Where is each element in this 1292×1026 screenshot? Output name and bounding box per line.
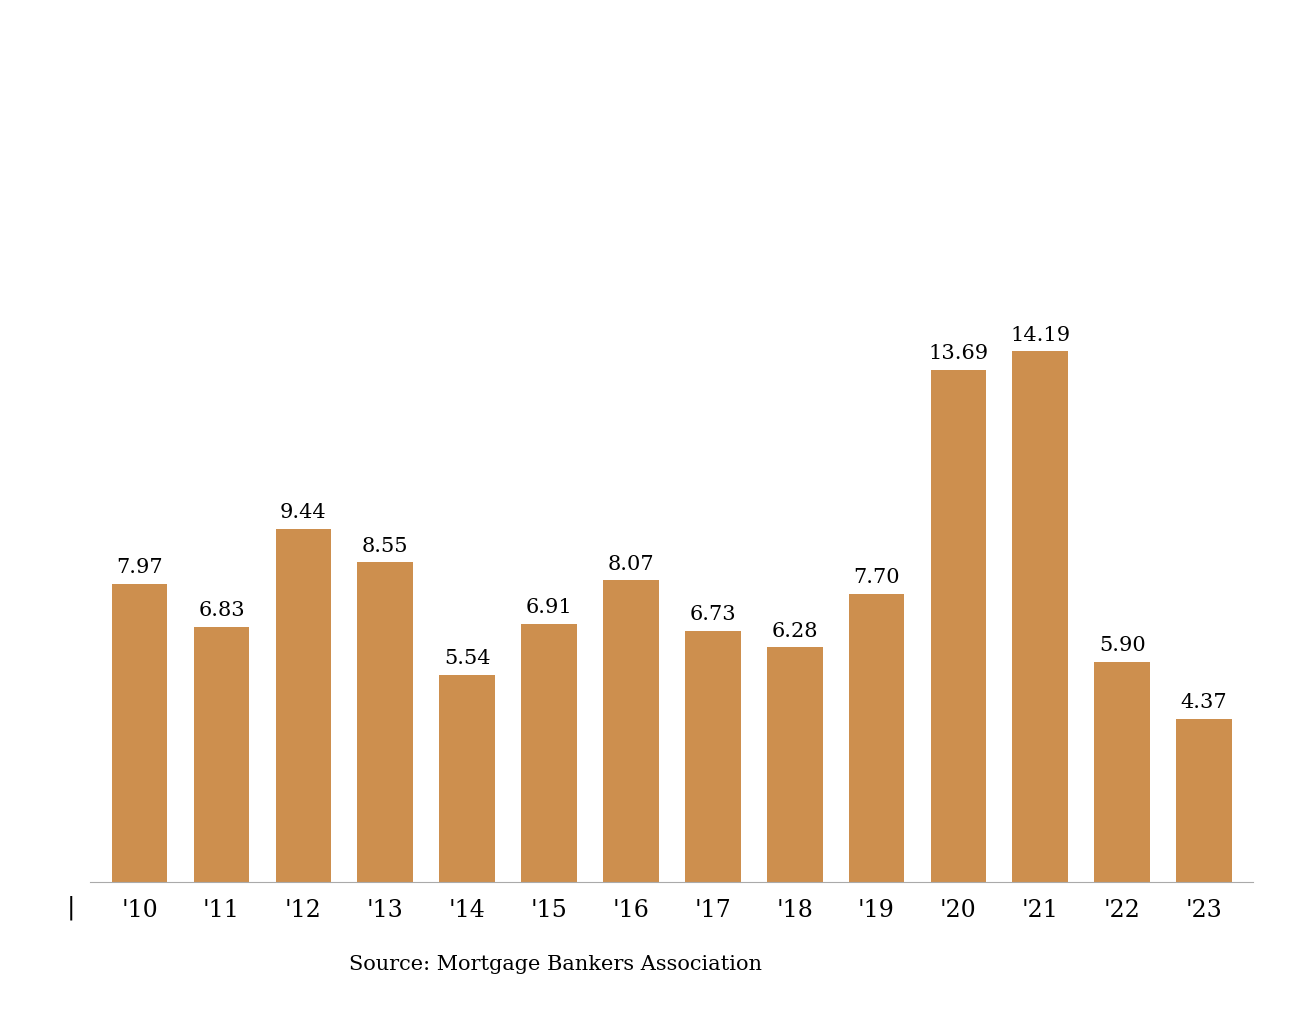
Text: Source: Mortgage Bankers Association: Source: Mortgage Bankers Association [349,955,762,974]
Text: 6.73: 6.73 [690,604,736,624]
Text: |: | [67,896,75,920]
Bar [603,581,659,882]
Bar [1176,719,1233,882]
Text: 4.37: 4.37 [1181,694,1227,712]
Text: 5.54: 5.54 [444,649,491,668]
Text: 5.90: 5.90 [1098,636,1146,655]
Text: 9.44: 9.44 [280,504,327,522]
Text: 6.91: 6.91 [526,598,572,617]
Bar [930,370,986,882]
Bar [1094,662,1150,882]
Text: 14.19: 14.19 [1010,325,1070,345]
Text: 6.28: 6.28 [771,622,818,640]
Bar [767,647,823,882]
Bar [439,675,495,882]
Text: 6.83: 6.83 [198,601,244,620]
Bar [521,624,576,882]
Bar [1013,351,1068,882]
Text: 7.97: 7.97 [116,558,163,578]
Text: 8.07: 8.07 [607,555,654,574]
Text: Annual Originations in Millions of Units: Annual Originations in Millions of Units [203,90,1115,135]
Bar [194,627,249,882]
Text: 13.69: 13.69 [929,345,988,363]
Bar [849,594,904,882]
Bar [358,562,413,882]
Bar [685,631,740,882]
Bar [111,584,168,882]
Text: 8.55: 8.55 [362,537,408,556]
Bar [275,529,331,882]
Text: 7.70: 7.70 [853,568,899,588]
